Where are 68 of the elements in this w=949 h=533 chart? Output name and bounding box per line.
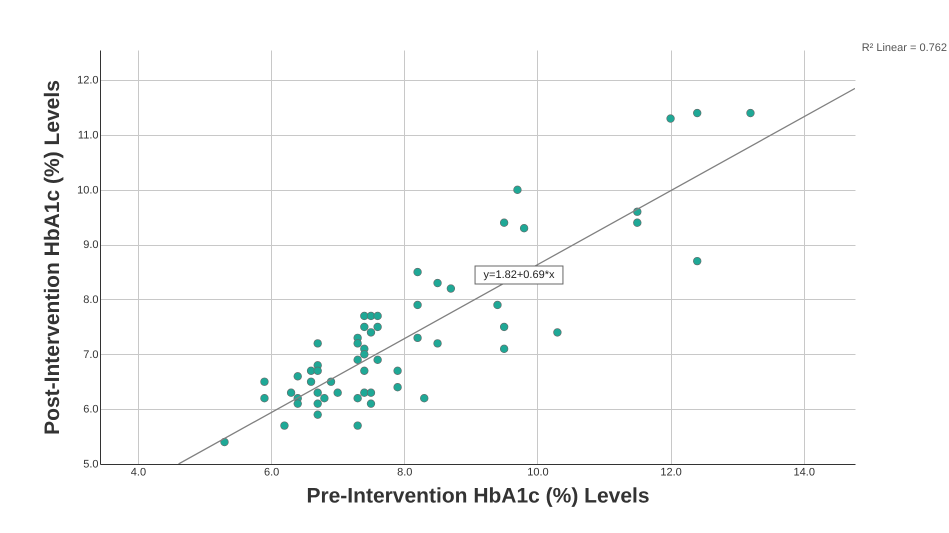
point: [260, 394, 269, 402]
point: [393, 366, 402, 375]
y-tick-label: 11.0: [78, 129, 98, 142]
y-axis-title: Post-Intervention HbA1c (%) Levels: [41, 80, 64, 435]
point: [360, 350, 368, 358]
point: [493, 300, 502, 310]
point: [306, 366, 316, 375]
point: [413, 300, 422, 310]
x-tick-label: 10.0: [527, 466, 549, 478]
point: [353, 394, 362, 402]
annotation: y=1.82+0.69*x: [484, 269, 555, 281]
point: [500, 322, 508, 332]
point: [314, 339, 322, 348]
point: [353, 356, 362, 364]
point: [446, 284, 456, 293]
point: [500, 344, 508, 354]
point: [693, 108, 702, 118]
point: [500, 218, 508, 227]
point: [314, 388, 322, 397]
point: [360, 366, 368, 375]
point: [633, 218, 642, 227]
point: [746, 108, 755, 118]
x-tick-label: 6.0: [264, 466, 280, 478]
point: [314, 366, 322, 375]
point: [314, 410, 322, 419]
x-tick-label: 12.0: [660, 466, 682, 478]
y-tick-label: 5.0: [83, 458, 98, 470]
point: [360, 322, 368, 332]
point: [553, 328, 562, 337]
x-tick-label: 14.0: [794, 466, 815, 478]
point: [513, 186, 522, 194]
point: [393, 383, 402, 392]
point: [366, 328, 376, 337]
point: [373, 322, 382, 332]
point: [413, 268, 422, 276]
point: [334, 388, 342, 397]
point: [320, 394, 329, 402]
point: [294, 400, 302, 408]
point: [433, 278, 442, 288]
point: [520, 224, 528, 232]
y-tick-label: 10.0: [77, 184, 98, 196]
point: [373, 312, 382, 320]
x-tick-label: 4.0: [130, 466, 146, 478]
point: [366, 388, 376, 397]
point: [693, 256, 702, 266]
point: [413, 334, 422, 342]
point: [353, 421, 362, 430]
x-axis-title: Pre-Intervention HbA1c (%) Levels: [306, 484, 650, 508]
point: [286, 388, 296, 397]
point: [366, 400, 376, 408]
text: R² Linear = 0.762: [862, 42, 947, 54]
point: [260, 378, 269, 386]
y-tick-label: 12.0: [77, 74, 98, 87]
point: [294, 372, 302, 380]
y-tick-label: 7.0: [83, 348, 98, 361]
point: [373, 356, 382, 364]
point: [360, 388, 368, 397]
point: [353, 339, 362, 348]
point: [420, 394, 428, 402]
y-tick-label: 8.0: [83, 294, 98, 306]
x-tick-label: 8.0: [397, 466, 412, 478]
point: [666, 114, 675, 123]
point: [314, 400, 322, 408]
point: [280, 421, 289, 430]
point: [306, 378, 316, 386]
y-tick-label: 9.0: [83, 239, 98, 252]
point: [433, 339, 442, 348]
y-tick-label: 6.0: [83, 404, 98, 416]
